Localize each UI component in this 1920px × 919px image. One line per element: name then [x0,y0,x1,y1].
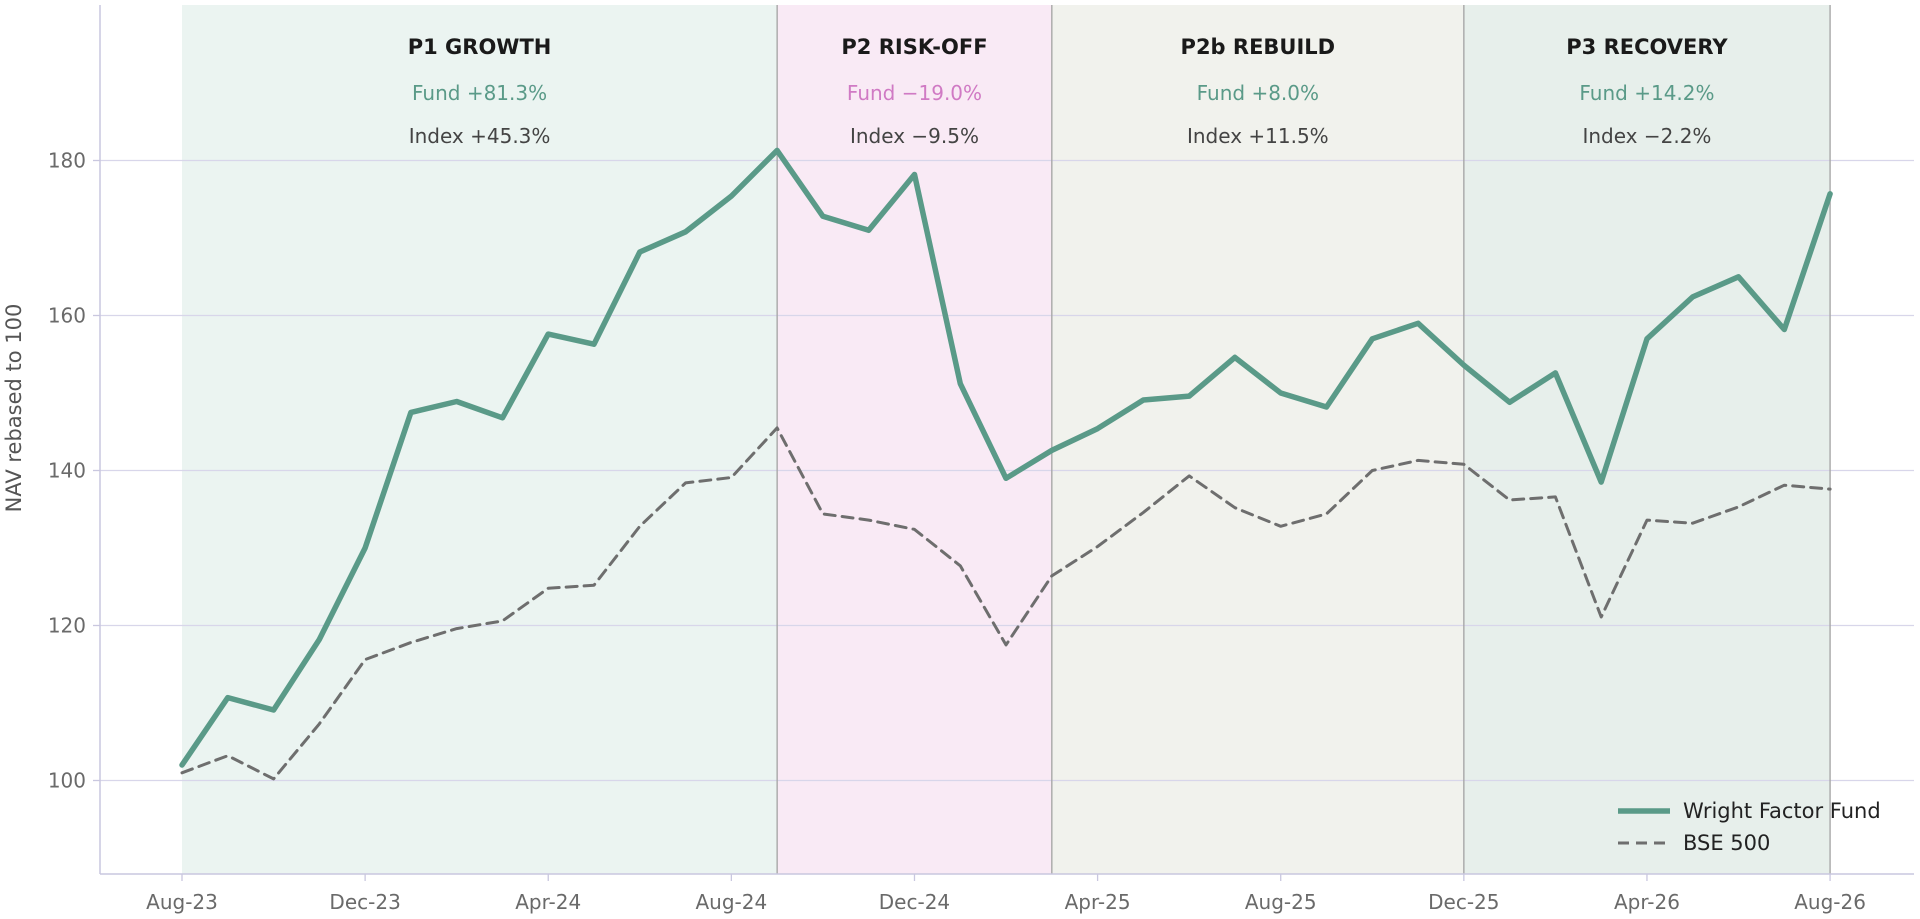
y-axis-label: NAV rebased to 100 [2,304,26,513]
x-tick-label: Dec-25 [1428,890,1499,914]
y-tick-label: 120 [48,614,86,638]
series-line-fund [179,147,1833,768]
y-tick-label: 180 [48,149,86,173]
period-fund-return: Fund +8.0% [1197,81,1319,105]
x-tick-label: Aug-24 [696,890,768,914]
period-fund-return: Fund −19.0% [847,81,982,105]
period-band-1 [182,5,778,874]
y-tick-label: 140 [48,459,86,483]
period-index-return: Index −2.2% [1582,124,1711,148]
period-band-3 [1051,5,1464,874]
period-title: P2b REBUILD [1181,35,1336,59]
series-line-index [180,426,1832,781]
legend: Wright Factor Fund BSE 500 [1618,799,1881,855]
period-band-4 [1463,5,1831,874]
period-title: P1 GROWTH [408,35,552,59]
period-dividers [776,5,1831,874]
x-tick-label: Apr-24 [515,890,581,914]
x-tick-label: Dec-23 [329,890,400,914]
period-band-2 [777,5,1052,874]
x-tick-label: Aug-26 [1794,890,1866,914]
y-tick-label: 100 [48,769,86,793]
period-index-return: Index +11.5% [1187,124,1329,148]
period-title: P3 RECOVERY [1566,35,1728,59]
legend-label: BSE 500 [1683,831,1770,855]
x-tick-label: Aug-23 [146,890,218,914]
x-tick-label: Apr-26 [1614,890,1680,914]
axes: 100 120 140 160 180 Aug-23 Dec-23 Apr-24 Aug-24 D… [48,5,1914,914]
y-tick-label: 160 [48,304,86,328]
period-index-return: Index −9.5% [850,124,979,148]
x-tick-label: Aug-25 [1245,890,1317,914]
period-bands [182,5,1831,874]
period-index-return: Index +45.3% [409,124,551,148]
period-fund-return: Fund +14.2% [1579,81,1714,105]
period-fund-return: Fund +81.3% [412,81,547,105]
series-lines [179,147,1833,781]
x-tick-label: Dec-24 [879,890,950,914]
period-title: P2 RISK-OFF [841,35,987,59]
x-tick-label: Apr-25 [1065,890,1131,914]
legend-label: Wright Factor Fund [1683,799,1881,823]
gridlines [100,159,1914,782]
period-labels: P1 GROWTH Fund +81.3% Index +45.3% P2 RISK-… [408,35,1729,148]
